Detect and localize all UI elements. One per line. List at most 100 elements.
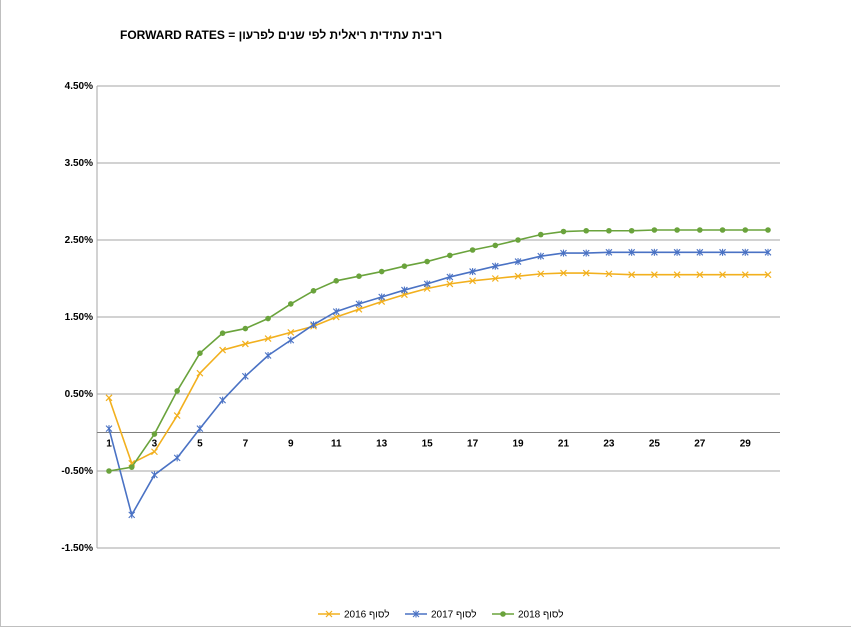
- y-tick-label: 0.50%: [65, 389, 93, 400]
- marker-stroke: [287, 328, 295, 336]
- x-tick-label: 1: [106, 439, 112, 450]
- x-tick-label: 19: [512, 439, 524, 450]
- data-point: [447, 252, 453, 259]
- data-point: [537, 252, 545, 260]
- data-point: [674, 227, 680, 233]
- data-point: [651, 227, 658, 233]
- chart-axes: 4.50%3.50%2.50%1.50%0.50%-0.50%-1.50%1 3 5…: [61, 81, 780, 554]
- data-point: [764, 271, 772, 279]
- data-point: [742, 227, 749, 233]
- y-tick-label: 1.50%: [65, 312, 93, 323]
- data-point: [197, 350, 203, 356]
- marker-stroke: [241, 340, 249, 348]
- data-point: [492, 242, 499, 249]
- marker-stroke: [514, 272, 522, 280]
- marker-stroke: [696, 271, 704, 279]
- x-tick-label: 7: [243, 439, 249, 450]
- data-point: [128, 511, 136, 519]
- data-point: [241, 372, 249, 380]
- data-point: [628, 271, 636, 279]
- x-tick-label: 29: [740, 439, 752, 450]
- data-point: [719, 248, 726, 256]
- data-point: [628, 248, 636, 256]
- marker-stroke: [355, 305, 363, 313]
- legend-label: לסוף 2018: [518, 609, 564, 621]
- data-point: [719, 227, 726, 233]
- data-point: [582, 249, 590, 257]
- data-point: [174, 388, 180, 394]
- marker-stroke: [446, 280, 454, 288]
- y-tick-label: 3.50%: [65, 158, 93, 169]
- data-point: [173, 412, 181, 419]
- data-point: [650, 248, 658, 256]
- data-point: [105, 425, 113, 433]
- data-point: [650, 271, 658, 279]
- data-point: [325, 610, 333, 618]
- data-point: [241, 340, 249, 348]
- series-line: [108, 251, 768, 517]
- data-point: [537, 231, 544, 238]
- data-point: [310, 288, 317, 294]
- data-point: [378, 268, 385, 275]
- data-point: [764, 248, 772, 256]
- marker-stroke: [741, 271, 749, 279]
- data-point: [196, 425, 204, 433]
- legend-label: לסוף 2016: [344, 609, 390, 621]
- data-point: [741, 271, 749, 279]
- data-point: [264, 352, 272, 359]
- marker-stroke: [105, 394, 113, 402]
- data-point: [537, 270, 545, 278]
- marker-stroke: [673, 271, 681, 279]
- data-point: [401, 263, 408, 269]
- data-point: [605, 248, 613, 256]
- legend-item: לסוף 2016: [318, 609, 390, 621]
- chart-gridlines: [97, 85, 780, 549]
- data-point: [560, 228, 567, 235]
- data-point: [378, 293, 386, 301]
- data-point: [105, 394, 113, 402]
- data-point: [673, 271, 681, 279]
- data-point: [287, 328, 295, 336]
- data-point: [605, 270, 613, 278]
- data-point: [310, 321, 317, 329]
- data-point: [469, 268, 476, 276]
- legend-label: לסוף 2017: [431, 609, 477, 621]
- marker-stroke: [332, 313, 340, 321]
- marker-stroke: [491, 275, 499, 282]
- x-tick-label: 13: [376, 439, 388, 450]
- data-point: [741, 248, 749, 256]
- data-point: [500, 611, 506, 617]
- data-point: [173, 454, 181, 462]
- data-point: [423, 280, 431, 288]
- data-point: [514, 258, 522, 266]
- data-point: [355, 300, 363, 308]
- data-point: [106, 468, 112, 474]
- marker-stroke: [151, 448, 158, 456]
- x-tick-label: 27: [694, 439, 706, 450]
- data-point: [333, 278, 340, 284]
- series-3: [106, 227, 771, 474]
- data-point: [491, 262, 499, 270]
- data-point: [264, 335, 272, 342]
- data-point: [151, 471, 158, 479]
- x-tick-label: 21: [558, 439, 570, 450]
- data-point: [401, 286, 408, 294]
- marker-stroke: [582, 269, 590, 277]
- data-point: [491, 275, 499, 282]
- data-point: [515, 237, 521, 243]
- series-2: [105, 248, 772, 519]
- x-tick-label: 11: [331, 439, 342, 450]
- legend-item: לסוף 2017: [405, 609, 477, 621]
- chart-series: [105, 227, 772, 519]
- data-point: [265, 315, 271, 322]
- data-point: [446, 280, 454, 288]
- data-point: [582, 269, 590, 277]
- y-tick-label: 2.50%: [65, 235, 93, 246]
- data-point: [356, 273, 362, 279]
- data-point: [424, 258, 430, 265]
- y-tick-label: -0.50%: [61, 466, 93, 477]
- x-tick-label: 17: [467, 439, 479, 450]
- data-point: [355, 305, 363, 313]
- x-tick-label: 15: [422, 439, 434, 450]
